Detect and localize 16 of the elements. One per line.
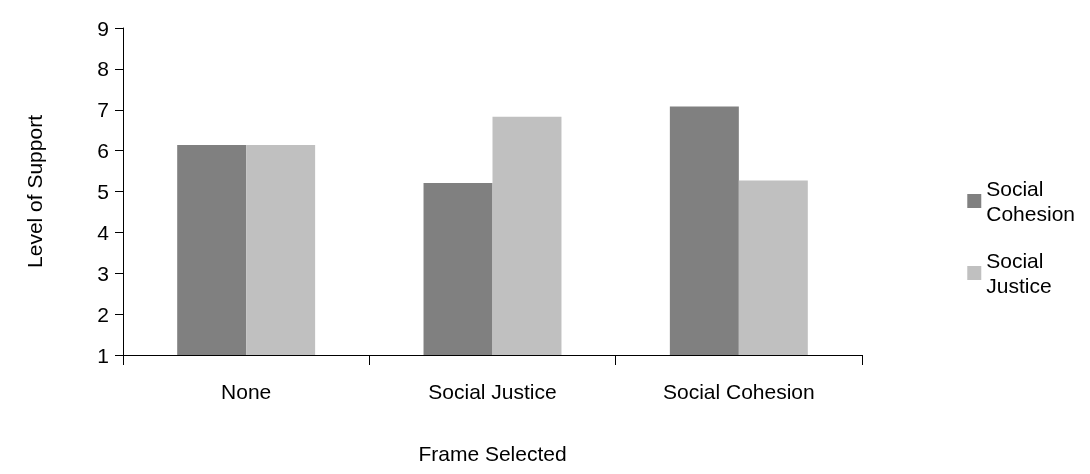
y-tick-label: 4 xyxy=(97,220,110,244)
legend-label: Social Cohesion xyxy=(986,177,1076,225)
y-tick-label: 6 xyxy=(97,139,109,163)
x-tick-label: Social Cohesion xyxy=(662,380,815,403)
x-tick-label: Social Justice xyxy=(428,380,557,403)
y-tick-label: 2 xyxy=(97,302,109,326)
y-tick-label: 1 xyxy=(97,343,109,367)
y-tick-label: 5 xyxy=(97,180,109,203)
x-axis-title: Frame Selected xyxy=(418,442,567,465)
y-tick-label: 7 xyxy=(97,98,109,122)
x-tick-label: None xyxy=(221,380,272,403)
legend-label: Social Justice xyxy=(986,249,1052,297)
y-axis-title: Level of Support xyxy=(23,114,46,268)
y-tick-label: 9 xyxy=(97,16,109,40)
y-tick-label: 8 xyxy=(97,57,109,81)
y-tick-label: 3 xyxy=(97,261,109,285)
